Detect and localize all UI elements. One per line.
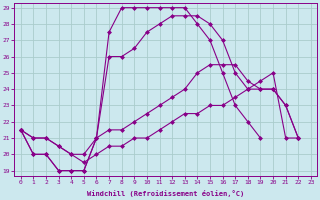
X-axis label: Windchill (Refroidissement éolien,°C): Windchill (Refroidissement éolien,°C) [87,190,244,197]
